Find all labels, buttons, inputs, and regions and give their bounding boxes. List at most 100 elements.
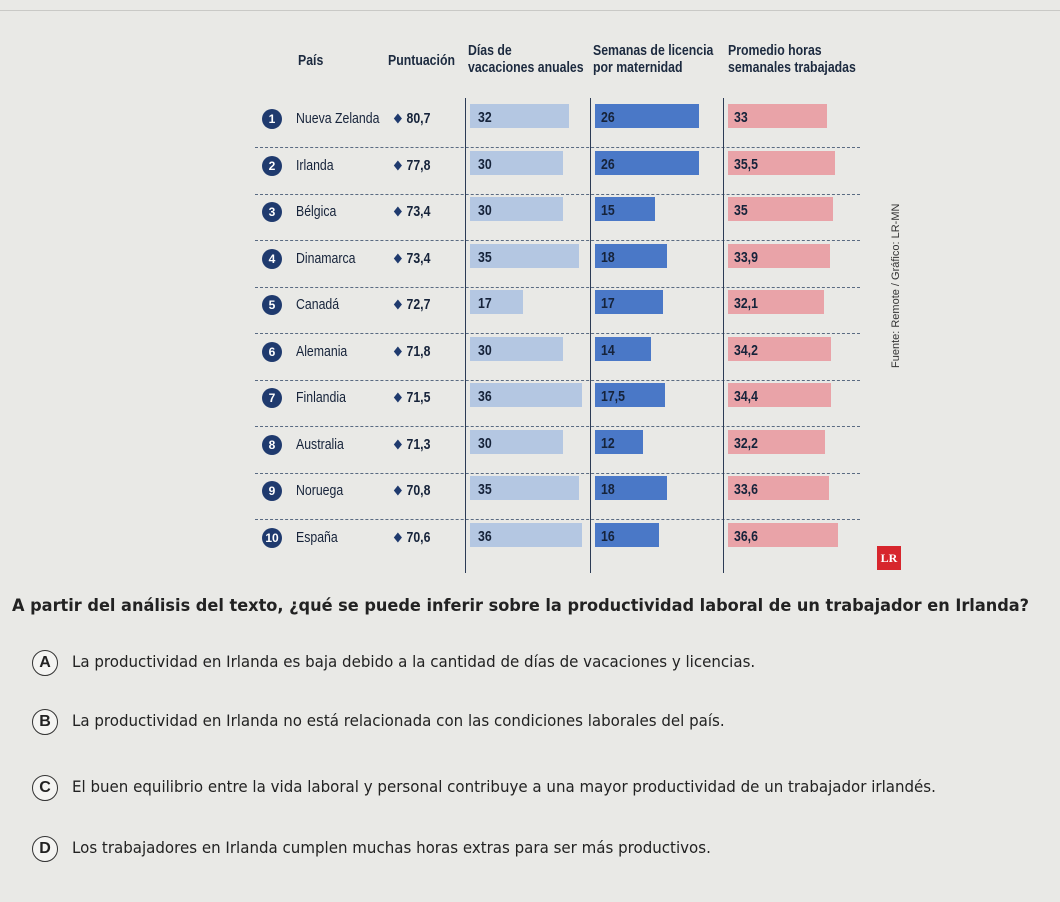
page-top-rule — [0, 10, 1060, 11]
vacation-bar — [470, 197, 563, 221]
row-separator — [255, 147, 860, 148]
rank-badge: 8 — [262, 434, 282, 455]
vacation-value: 32 — [478, 109, 492, 126]
vacation-bar — [470, 290, 523, 314]
hours-value: 34,4 — [734, 388, 758, 405]
hours-value: 33 — [734, 109, 748, 126]
row-separator — [255, 519, 860, 520]
hours-value: 36,6 — [734, 527, 758, 545]
vacation-value: 35 — [478, 248, 492, 266]
hours-value: 35 — [734, 202, 748, 219]
maternity-value: 18 — [601, 248, 615, 266]
table-row: 10 España 70,6 36 16 36,6 — [250, 521, 860, 567]
row-separator — [255, 426, 860, 427]
header-vacation-line2: vacaciones anuales — [468, 59, 584, 76]
hours-bar — [728, 104, 827, 128]
score-text: 77,8 — [406, 156, 431, 174]
vacation-value: 17 — [478, 295, 492, 312]
score-text: 72,7 — [406, 296, 431, 313]
diamond-icon — [393, 439, 402, 449]
vacation-value: 36 — [478, 527, 492, 545]
hours-value: 34,2 — [734, 341, 758, 359]
option-a-text[interactable]: La productividad en Irlanda es baja debi… — [72, 652, 756, 671]
maternity-bar — [595, 383, 665, 407]
header-hours-line1: Promedio horas — [728, 42, 822, 59]
diamond-icon — [393, 346, 402, 356]
diamond-icon — [393, 160, 402, 170]
maternity-value: 26 — [601, 155, 615, 173]
score-value: 72,7 — [393, 296, 431, 313]
rank-badge: 7 — [262, 388, 282, 408]
score-text: 71,8 — [406, 342, 431, 360]
vacation-bar — [470, 336, 563, 361]
vacation-value: 36 — [478, 388, 492, 405]
country-name: Dinamarca — [296, 249, 356, 267]
maternity-bar — [595, 429, 643, 454]
score-text: 73,4 — [406, 249, 431, 267]
diamond-icon — [393, 113, 402, 124]
diamond-icon — [393, 253, 402, 263]
hours-bar — [728, 522, 838, 547]
header-vacation-line1: Días de — [468, 42, 512, 59]
hours-bar — [728, 429, 825, 454]
vacation-bar — [470, 429, 563, 454]
score-text: 71,5 — [406, 389, 431, 406]
option-b-text[interactable]: La productividad en Irlanda no está rela… — [72, 711, 725, 730]
vacation-value: 30 — [478, 434, 492, 452]
option-d-text[interactable]: Los trabajadores en Irlanda cumplen much… — [72, 838, 711, 857]
rank-badge: 9 — [262, 481, 282, 501]
header-maternity: Semanas de licencia por maternidad — [593, 42, 713, 76]
table-row: 4 Dinamarca 73,4 35 18 33,9 — [250, 242, 860, 288]
hours-value: 33,9 — [734, 248, 758, 266]
score-text: 70,6 — [406, 528, 431, 546]
maternity-value: 17 — [601, 295, 615, 312]
score-text: 80,7 — [406, 110, 431, 127]
header-hours-line2: semanales trabajadas — [728, 59, 856, 76]
country-name: Alemania — [296, 342, 348, 360]
score-value: 73,4 — [393, 203, 430, 220]
hours-value: 33,6 — [734, 481, 758, 498]
country-name: Bélgica — [296, 203, 337, 220]
country-name: Irlanda — [296, 156, 334, 174]
table-row: 3 Bélgica 73,4 30 15 35 — [250, 195, 860, 241]
row-separator — [255, 193, 860, 195]
table-row: 5 Canadá 72,7 17 17 32,1 — [250, 288, 860, 334]
row-separator — [255, 286, 860, 288]
maternity-bar — [595, 290, 663, 314]
header-country: País — [298, 52, 324, 69]
maternity-value: 18 — [601, 481, 615, 498]
country-name: Finlandia — [296, 389, 346, 406]
vacation-bar — [470, 476, 579, 500]
rank-badge: 10 — [262, 527, 282, 548]
score-value: 77,8 — [393, 156, 431, 174]
hours-value: 32,2 — [734, 434, 758, 452]
score-value: 71,8 — [393, 342, 431, 360]
option-a-letter[interactable]: A — [32, 650, 58, 676]
maternity-bar — [595, 476, 667, 500]
header-maternity-line2: por maternidad — [593, 59, 683, 76]
header-vacation: Días de vacaciones anuales — [468, 42, 584, 76]
table-row: 1 Nueva Zelanda 80,7 32 26 33 — [250, 102, 860, 148]
option-c-letter[interactable]: C — [32, 775, 58, 801]
table-row: 6 Alemania 71,8 30 14 34,2 — [250, 335, 860, 381]
hours-bar — [728, 243, 830, 268]
score-value: 80,7 — [393, 110, 431, 127]
diamond-icon — [393, 206, 402, 217]
rank-badge: 5 — [262, 295, 282, 315]
score-value: 73,4 — [393, 249, 431, 267]
hours-value: 32,1 — [734, 295, 758, 312]
rank-badge: 6 — [262, 341, 282, 362]
maternity-value: 26 — [601, 109, 615, 126]
row-separator — [255, 240, 860, 241]
rank-badge: 4 — [262, 248, 282, 269]
row-separator — [255, 379, 860, 381]
hours-bar — [728, 197, 833, 221]
rank-badge: 2 — [262, 155, 282, 176]
ranking-infographic: País Puntuación Días de vacaciones anual… — [250, 38, 910, 573]
option-c-text[interactable]: El buen equilibrio entre la vida laboral… — [72, 777, 936, 796]
diamond-icon — [393, 532, 402, 542]
row-separator — [255, 333, 860, 334]
option-b-letter[interactable]: B — [32, 709, 58, 735]
vacation-bar — [470, 243, 579, 268]
option-d-letter[interactable]: D — [32, 836, 58, 862]
